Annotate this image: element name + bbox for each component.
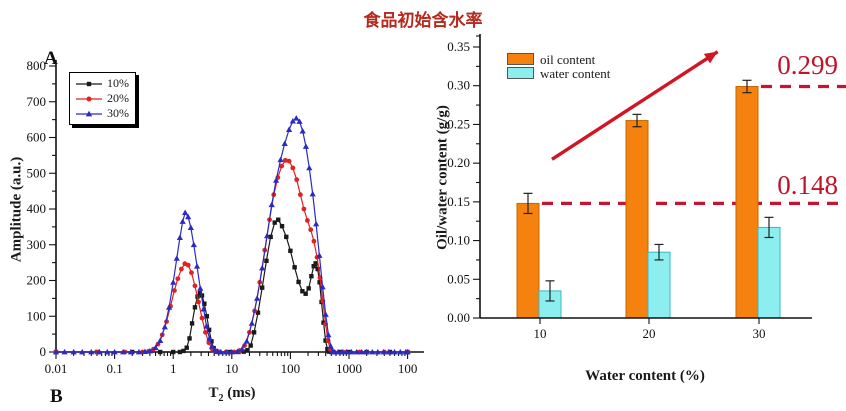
svg-text:0.10: 0.10 bbox=[447, 233, 470, 248]
error-bar bbox=[545, 280, 555, 302]
svg-text:1: 1 bbox=[170, 361, 177, 376]
series-30% bbox=[52, 115, 411, 355]
error-bar bbox=[654, 243, 664, 261]
right-ticks bbox=[473, 35, 760, 324]
t2-axis-label: T2 (ms) bbox=[208, 385, 256, 404]
error-bar bbox=[764, 216, 774, 239]
water-content-axis-label: Water content (%) bbox=[585, 368, 705, 384]
error-bar bbox=[632, 113, 642, 128]
legend-label: 20% bbox=[107, 91, 129, 105]
panel-label-b: B bbox=[50, 386, 63, 407]
bar-legend: oil content water content bbox=[507, 51, 611, 81]
svg-text:400: 400 bbox=[27, 201, 47, 216]
legend-item-water-content: water content bbox=[507, 65, 611, 81]
annotation-lines bbox=[542, 84, 846, 206]
svg-text:0.05: 0.05 bbox=[447, 271, 470, 286]
legend-label: oil content bbox=[540, 51, 596, 67]
svg-text:600: 600 bbox=[27, 130, 47, 145]
svg-text:0.20: 0.20 bbox=[447, 155, 470, 170]
svg-text:0.30: 0.30 bbox=[447, 78, 470, 93]
annotation-0148: 0.148 bbox=[777, 170, 838, 200]
legend-label: 30% bbox=[107, 106, 129, 120]
svg-text:100: 100 bbox=[281, 361, 301, 376]
svg-text:10: 10 bbox=[534, 326, 547, 341]
color-swatch bbox=[507, 53, 534, 65]
svg-text:1000: 1000 bbox=[336, 361, 362, 376]
right-axes bbox=[479, 34, 812, 319]
svg-text:20: 20 bbox=[643, 326, 656, 341]
circle-marker-icon bbox=[76, 96, 102, 101]
oil-water-bar-chart: Oil/water content (g/g) 0.00 0.05 0.10 0.15… bbox=[430, 28, 846, 411]
legend-item-10%: 10% bbox=[74, 76, 129, 91]
svg-text:500: 500 bbox=[27, 165, 47, 180]
svg-text:100: 100 bbox=[398, 361, 418, 376]
svg-text:30: 30 bbox=[753, 326, 766, 341]
error-bar bbox=[742, 79, 752, 94]
legend-item-30%: 30% bbox=[74, 106, 129, 121]
svg-text:300: 300 bbox=[27, 237, 47, 252]
triangle-marker-icon bbox=[76, 110, 102, 116]
color-swatch bbox=[507, 67, 534, 79]
svg-text:0.1: 0.1 bbox=[106, 361, 122, 376]
svg-text:100: 100 bbox=[27, 308, 47, 323]
trend-arrow-icon bbox=[551, 50, 719, 161]
svg-text:700: 700 bbox=[27, 94, 47, 109]
t2-legend: 10% 20% 30% bbox=[69, 72, 136, 125]
legend-label: 10% bbox=[107, 76, 129, 90]
panel-label-a: A bbox=[44, 48, 58, 69]
t2-spectrum-plot: 0.01 0.1 1 10 100 1000 10001002003004005006007… bbox=[27, 58, 424, 376]
bars-oil-content bbox=[516, 79, 759, 319]
figure-title: 食品初始含水率 bbox=[363, 11, 483, 31]
left-tick-labels: 0.01 0.1 1 10 100 1000 10001002003004005006007… bbox=[27, 58, 418, 376]
svg-text:0.35: 0.35 bbox=[447, 39, 470, 54]
series-10% bbox=[53, 217, 410, 355]
svg-text:0.25: 0.25 bbox=[447, 116, 470, 131]
error-bar bbox=[523, 192, 533, 215]
svg-text:0.01: 0.01 bbox=[45, 361, 68, 376]
svg-text:0.15: 0.15 bbox=[447, 194, 470, 209]
annotation-0299: 0.299 bbox=[777, 50, 838, 80]
legend-item-oil-content: oil content bbox=[507, 51, 610, 67]
svg-text:0: 0 bbox=[40, 344, 47, 359]
right-tick-labels: 0.00 0.05 0.10 0.15 0.20 0.25 0.30 0.35 10 20 30 bbox=[447, 39, 765, 341]
legend-label: water content bbox=[540, 65, 611, 81]
oil-water-plot: 0.00 0.05 0.10 0.15 0.20 0.25 0.30 0.35 10 20 30 bbox=[447, 34, 846, 341]
svg-text:10: 10 bbox=[225, 361, 238, 376]
t2-spectrum-chart: A B Amplitude (a.u.) 0.01 0.1 1 10 100 1000 10… bbox=[0, 38, 430, 411]
square-marker-icon bbox=[76, 81, 102, 86]
svg-text:0.00: 0.00 bbox=[447, 310, 470, 325]
svg-text:200: 200 bbox=[27, 273, 47, 288]
svg-text:800: 800 bbox=[27, 58, 47, 73]
legend-item-20%: 20% bbox=[74, 91, 129, 106]
series-20% bbox=[53, 157, 410, 355]
